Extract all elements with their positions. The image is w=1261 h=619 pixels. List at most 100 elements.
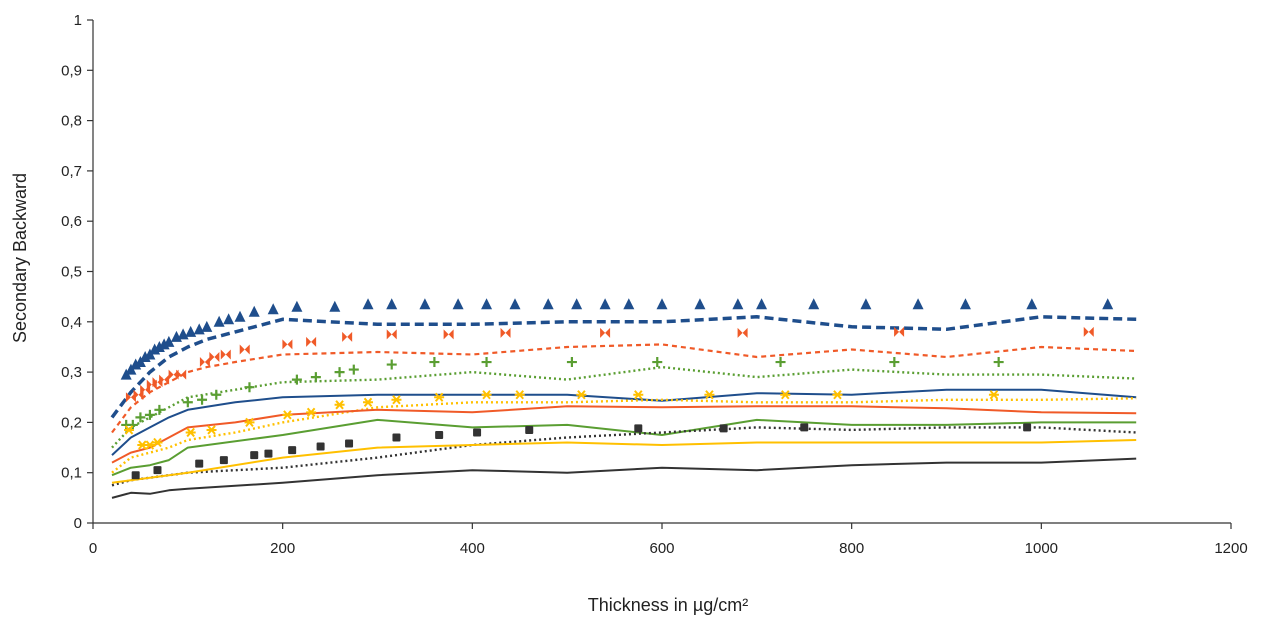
- y-tick-label: 0,3: [61, 364, 82, 381]
- data-point-triangle: [1102, 298, 1114, 310]
- data-point-star: [363, 397, 374, 407]
- y-tick-label: 0,1: [61, 465, 82, 482]
- data-point-triangle: [732, 298, 744, 310]
- data-point-plus: [182, 397, 193, 408]
- data-point-triangle: [808, 298, 820, 310]
- series-line: [111, 365, 1137, 449]
- data-point-triangle: [267, 303, 279, 315]
- data-point-square: [316, 442, 325, 451]
- marker-series: [124, 390, 999, 450]
- x-tick-label: 200: [270, 540, 295, 557]
- data-point-bowtie-left: [894, 326, 900, 337]
- data-point-bowtie-right: [1088, 326, 1094, 337]
- data-point-bowtie-left: [386, 329, 392, 340]
- x-tick-label: 800: [839, 540, 864, 557]
- y-ticks: 0 0,1 0,2 0,3 0,4 0,5 0,6 0,7 0,8 0,9 1: [61, 12, 93, 532]
- data-point-triangle: [756, 298, 768, 310]
- data-point-star: [185, 427, 196, 438]
- data-point-plus: [197, 394, 208, 405]
- data-point-bowtie-left: [220, 349, 226, 360]
- data-point-plus: [993, 357, 1004, 368]
- data-point-star: [514, 390, 525, 400]
- data-point-triangle: [419, 298, 431, 310]
- data-point-square: [219, 456, 228, 465]
- data-point-bowtie-left: [146, 379, 152, 390]
- data-point-plus: [310, 372, 321, 383]
- series-line: [111, 388, 1137, 456]
- data-point-bowtie-left: [125, 392, 131, 403]
- x-tick-label: 600: [649, 540, 674, 557]
- data-point-bowtie-left: [1083, 326, 1089, 337]
- y-tick-label: 0,9: [61, 62, 82, 79]
- data-point-triangle: [223, 313, 235, 325]
- data-point-star: [124, 425, 135, 435]
- data-point-star: [152, 437, 163, 448]
- data-point-bowtie-right: [225, 349, 231, 360]
- x-tick-label: 400: [460, 540, 485, 557]
- data-point-triangle: [959, 298, 971, 310]
- data-point-square: [153, 466, 162, 475]
- data-point-star: [481, 390, 492, 400]
- y-tick-label: 0,4: [61, 314, 82, 331]
- data-point-bowtie-left: [239, 344, 245, 355]
- marker-series: [121, 357, 1004, 430]
- data-point-star: [832, 390, 843, 400]
- data-point-square: [288, 446, 297, 455]
- data-point-triangle: [386, 298, 398, 310]
- data-point-plus: [135, 412, 146, 423]
- data-point-bowtie-right: [505, 327, 511, 338]
- data-point-triangle: [509, 298, 521, 310]
- data-point-square: [131, 471, 140, 480]
- data-point-square: [264, 449, 273, 458]
- data-point-star: [780, 390, 791, 400]
- data-point-triangle: [481, 298, 493, 310]
- y-tick-label: 0,2: [61, 414, 82, 431]
- line-series: [111, 388, 1137, 456]
- data-point-star: [244, 417, 255, 428]
- data-point-bowtie-left: [133, 389, 139, 400]
- data-point-triangle: [599, 298, 611, 310]
- line-series: [111, 439, 1137, 484]
- data-point-star: [988, 390, 999, 400]
- data-point-triangle: [694, 298, 706, 310]
- data-point-star: [144, 440, 155, 450]
- marker-series: [131, 423, 1032, 480]
- data-point-plus: [429, 357, 440, 368]
- data-point-triangle: [185, 325, 197, 337]
- data-point-bowtie-right: [742, 327, 748, 338]
- data-point-bowtie-left: [600, 327, 606, 338]
- axes: [92, 20, 1231, 524]
- data-point-bowtie-right: [448, 329, 454, 340]
- data-point-square: [473, 428, 482, 437]
- data-point-star: [334, 400, 345, 410]
- data-point-square: [525, 425, 534, 434]
- data-point-bowtie-left: [140, 384, 146, 395]
- data-point-bowtie-left: [152, 377, 158, 388]
- data-point-triangle: [571, 298, 583, 310]
- data-point-plus: [652, 357, 663, 368]
- data-point-bowtie-right: [214, 352, 220, 363]
- data-point-plus: [144, 409, 155, 420]
- data-point-triangle: [329, 300, 341, 312]
- data-point-triangle: [248, 305, 260, 317]
- data-point-bowtie-left: [282, 339, 288, 350]
- series-line: [111, 418, 1137, 477]
- data-point-triangle: [623, 298, 635, 310]
- data-point-triangle: [656, 298, 668, 310]
- data-point-plus: [154, 404, 165, 415]
- data-point-triangle: [163, 335, 175, 347]
- data-point-bowtie-right: [287, 339, 293, 350]
- data-point-bowtie-left: [199, 357, 205, 368]
- data-point-triangle: [912, 298, 924, 310]
- data-point-square: [345, 439, 354, 448]
- data-point-bowtie-right: [311, 336, 317, 347]
- x-tick-label: 1200: [1214, 540, 1247, 557]
- series-line: [110, 315, 1137, 419]
- data-point-plus: [566, 357, 577, 368]
- data-point-bowtie-left: [342, 331, 348, 342]
- data-point-plus: [211, 389, 222, 400]
- data-point-bowtie-left: [306, 336, 312, 347]
- data-point-bowtie-left: [500, 327, 506, 338]
